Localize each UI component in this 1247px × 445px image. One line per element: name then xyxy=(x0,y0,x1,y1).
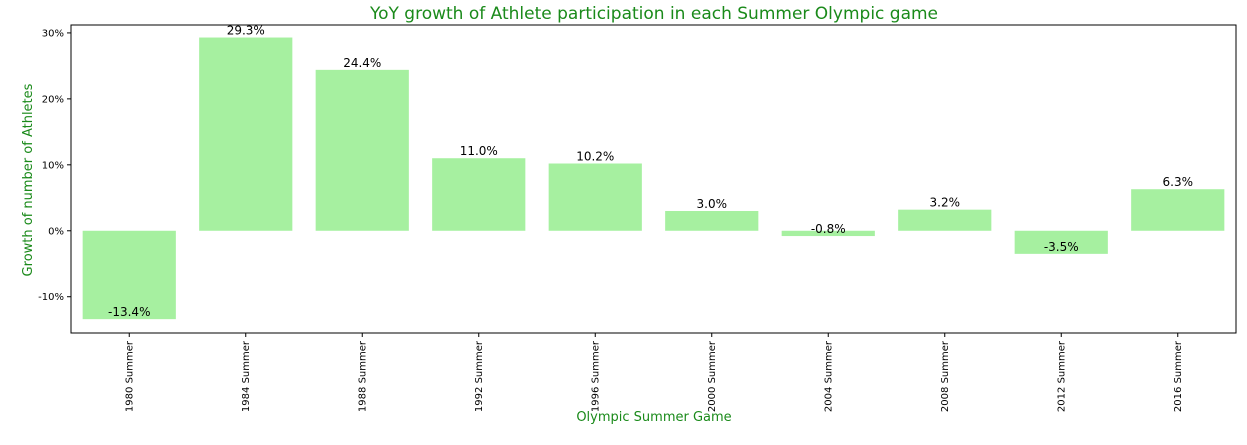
bars-group: -13.4% 29.3% 24.4% 11.0% 10.2% 3.0% -0.8% 3.2% -… xyxy=(83,24,1225,320)
data-label: 10.2% xyxy=(576,150,614,164)
x-axis-label: Olympic Summer Game xyxy=(576,410,731,425)
y-tick-label: -10% xyxy=(38,292,64,303)
data-label: 3.2% xyxy=(930,196,961,210)
y-axis-ticks: -10% 0% 10% 20% 30% xyxy=(38,28,71,303)
bar-2008-summer xyxy=(898,210,991,231)
x-tick-label: 1984 Summer xyxy=(241,340,252,412)
x-tick-label: 2016 Summer xyxy=(1173,340,1184,412)
data-label: -0.8% xyxy=(811,222,846,236)
data-label: 24.4% xyxy=(343,56,381,70)
data-label: 3.0% xyxy=(697,197,728,211)
x-tick-label: 1980 Summer xyxy=(124,340,135,412)
data-label: 6.3% xyxy=(1163,175,1194,189)
x-tick-label: 2004 Summer xyxy=(823,340,834,412)
y-tick-label: 30% xyxy=(42,28,64,39)
chart-title: YoY growth of Athlete participation in e… xyxy=(369,4,938,24)
x-tick-label: 2000 Summer xyxy=(707,340,718,412)
x-axis-ticks: 1980 Summer 1984 Summer 1988 Summer 1992 Su… xyxy=(124,333,1184,412)
data-label: -3.5% xyxy=(1044,240,1079,254)
x-tick-label: 2008 Summer xyxy=(940,340,951,412)
data-label: 29.3% xyxy=(227,24,265,38)
x-tick-label: 1988 Summer xyxy=(357,340,368,412)
x-tick-label: 2012 Summer xyxy=(1056,340,1067,412)
x-tick-label: 1992 Summer xyxy=(474,340,485,412)
data-label: 11.0% xyxy=(460,144,498,158)
y-tick-label: 20% xyxy=(42,94,64,105)
y-tick-label: 0% xyxy=(48,226,64,237)
data-label: -13.4% xyxy=(108,305,150,319)
bar-1992-summer xyxy=(432,158,525,231)
bar-2000-summer xyxy=(665,211,758,231)
y-axis-label: Growth of number of Athletes xyxy=(21,83,36,276)
bar-1988-summer xyxy=(316,70,409,231)
bar-1996-summer xyxy=(549,164,642,231)
bar-2016-summer xyxy=(1131,189,1224,231)
bar-1984-summer xyxy=(199,38,292,231)
y-tick-label: 10% xyxy=(42,160,64,171)
x-tick-label: 1996 Summer xyxy=(590,340,601,412)
